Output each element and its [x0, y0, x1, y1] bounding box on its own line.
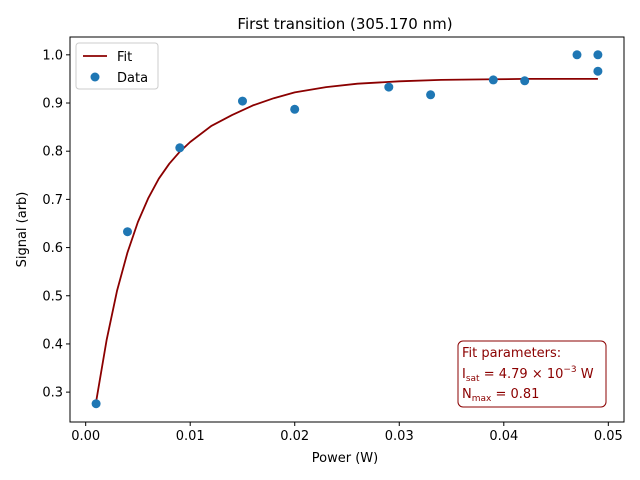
- data-point: [384, 82, 394, 92]
- y-tick-label: 0.3: [42, 386, 63, 401]
- fit-annotation: Fit parameters: Isat = 4.79 × 10−3 W Nma…: [457, 340, 607, 408]
- data-point: [520, 76, 530, 86]
- annotation-isat: Isat = 4.79 × 10−3 W: [462, 365, 594, 384]
- data-point: [488, 75, 498, 85]
- legend-fit-label: Fit: [117, 50, 132, 65]
- data-point: [572, 50, 582, 60]
- x-tick-label: 0.02: [280, 429, 309, 444]
- x-tick-label: 0.00: [71, 429, 100, 444]
- fit-curve: [95, 78, 598, 402]
- data-point: [290, 104, 300, 114]
- x-axis-label: Power (W): [312, 451, 378, 466]
- data-point: [123, 227, 132, 237]
- data-point: [593, 50, 603, 60]
- data-point: [91, 399, 101, 409]
- data-point: [238, 96, 247, 106]
- y-axis-label: Signal (arb): [15, 192, 30, 268]
- chart-title: First transition (305.170 nm): [237, 15, 452, 33]
- y-tick-label: 0.9: [42, 97, 63, 112]
- x-tick-label: 0.03: [385, 429, 414, 444]
- data-point: [426, 90, 436, 100]
- y-axis-ticks: 0.3 0.4 0.5 0.6 0.7 0.8 0.9 1.0: [42, 48, 70, 401]
- plot-content: [91, 50, 603, 409]
- annotation-nmax: Nmax = 0.81: [462, 387, 539, 404]
- x-tick-label: 0.01: [176, 429, 205, 444]
- data-point: [593, 66, 603, 76]
- y-tick-label: 0.6: [42, 241, 63, 256]
- legend: Fit Data: [75, 42, 159, 90]
- annotation-heading: Fit parameters:: [462, 346, 561, 361]
- x-tick-label: 0.04: [489, 429, 518, 444]
- y-tick-label: 1.0: [42, 48, 63, 63]
- y-tick-label: 0.7: [42, 193, 63, 208]
- x-tick-label: 0.05: [594, 429, 623, 444]
- legend-data-label: Data: [117, 71, 148, 86]
- y-tick-label: 0.5: [42, 289, 63, 304]
- plot-frame: [69, 36, 625, 423]
- data-point: [175, 143, 185, 153]
- y-tick-label: 0.4: [42, 337, 63, 352]
- y-tick-label: 0.8: [42, 145, 63, 160]
- legend-data-swatch: [90, 72, 100, 82]
- x-axis-ticks: 0.00 0.01 0.02 0.03 0.04 0.05: [71, 422, 623, 444]
- annotation-box: [457, 340, 607, 408]
